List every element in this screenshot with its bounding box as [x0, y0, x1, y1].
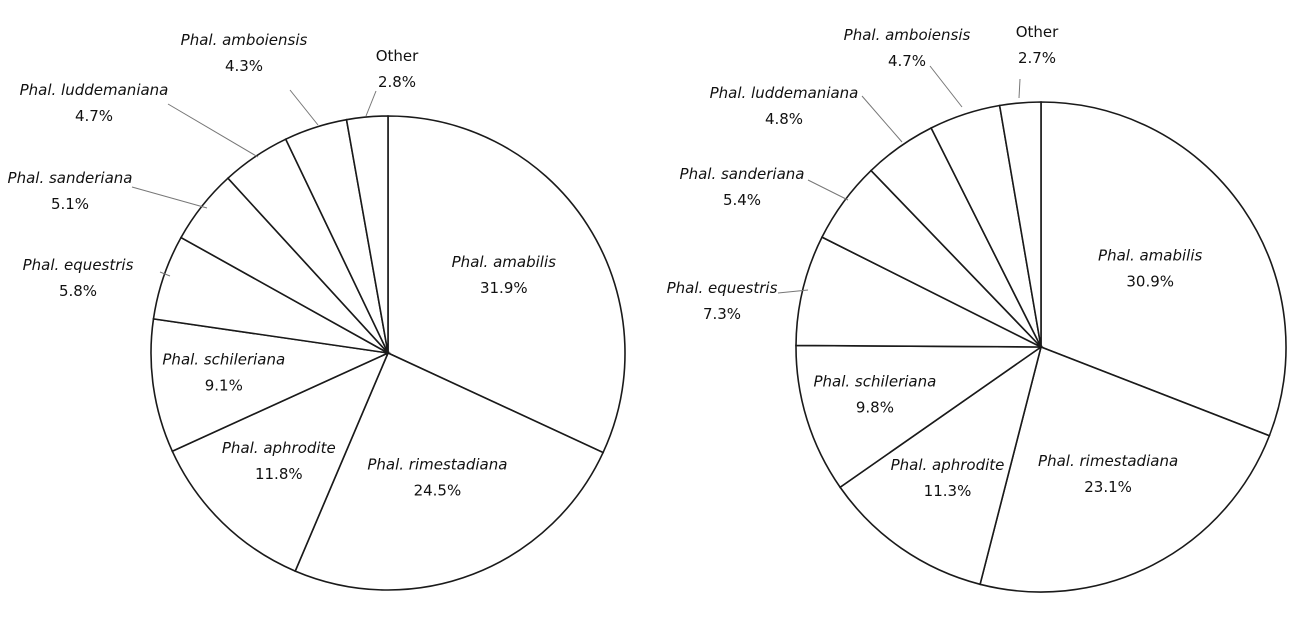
leader-line-phal-sanderiana — [131, 186, 208, 209]
slice-label-phal-sanderiana: Phal. sanderiana — [8, 169, 133, 187]
slice-label-phal-luddemaniana: Phal. luddemaniana — [20, 81, 169, 99]
pie-slice-other — [345, 115, 389, 354]
leader-line-phal-equestris — [159, 271, 171, 277]
pie-slice-phal-aphrodite — [838, 345, 1043, 586]
pie-slice-phal-amabilis — [387, 115, 626, 454]
leader-line-phal-equestris — [777, 289, 809, 294]
slice-value-phal-amboiensis: 4.3% — [225, 57, 263, 75]
leader-line-other — [1018, 78, 1021, 99]
slice-value-phal-equestris: 5.8% — [59, 282, 97, 300]
leader-line-other — [365, 90, 377, 117]
slice-value-phal-sanderiana: 5.4% — [723, 191, 761, 209]
pie-chart-left: Phal. amabilis 31.9% Phal. rimestadiana 24.… — [8, 31, 626, 591]
leader-line-phal-luddemaniana — [861, 95, 903, 143]
slice-value-phal-schileriana: 9.1% — [205, 376, 243, 394]
slice-value-phal-amabilis: 31.9% — [480, 279, 528, 297]
slice-value-other: 2.8% — [378, 73, 416, 91]
slice-value-phal-aphrodite: 11.3% — [924, 482, 972, 500]
leader-line-phal-amboiensis — [929, 65, 963, 108]
slice-label-phal-aphrodite: Phal. aphrodite — [891, 456, 1005, 474]
slice-label-phal-rimestadiana: Phal. rimestadiana — [1038, 452, 1178, 470]
slice-label-phal-rimestadiana: Phal. rimestadiana — [367, 455, 507, 473]
pie-slice-phal-rimestadiana — [294, 351, 605, 591]
slice-value-phal-equestris: 7.3% — [703, 305, 741, 323]
slice-value-phal-sanderiana: 5.1% — [51, 195, 89, 213]
leader-line-phal-luddemaniana — [167, 103, 259, 158]
slice-value-phal-amabilis: 30.9% — [1126, 272, 1174, 290]
slice-label-phal-amabilis: Phal. amabilis — [452, 253, 556, 271]
slice-value-phal-rimestadiana: 24.5% — [414, 481, 462, 499]
slice-label-phal-amboiensis: Phal. amboiensis — [181, 31, 308, 49]
pie-slice-phal-aphrodite — [171, 351, 390, 573]
slice-label-phal-luddemaniana: Phal. luddemaniana — [710, 84, 859, 102]
slice-label-phal-sanderiana: Phal. sanderiana — [680, 165, 805, 183]
pie-slice-phal-schileriana — [150, 317, 391, 453]
pie-chart-right: Phal. amabilis 30.9% Phal. rimestadiana 23.… — [667, 23, 1287, 593]
leader-line-phal-sanderiana — [807, 179, 849, 201]
slice-value-other: 2.7% — [1018, 49, 1056, 67]
slice-value-phal-amboiensis: 4.7% — [888, 52, 926, 70]
slice-value-phal-rimestadiana: 23.1% — [1084, 478, 1132, 496]
pie-slice-phal-amabilis — [1040, 101, 1287, 437]
slice-label-other: Other — [376, 47, 419, 65]
slice-label-phal-equestris: Phal. equestris — [23, 256, 134, 274]
pie-slice-phal-rimestadiana — [979, 345, 1271, 593]
leader-line-phal-amboiensis — [289, 89, 319, 126]
slice-label-phal-equestris: Phal. equestris — [667, 279, 778, 297]
slice-label-phal-aphrodite: Phal. aphrodite — [222, 439, 336, 457]
pie-slice-phal-equestris — [795, 236, 1042, 348]
slice-value-phal-luddemaniana: 4.7% — [75, 107, 113, 125]
slice-label-phal-amboiensis: Phal. amboiensis — [844, 26, 971, 44]
slice-label-phal-amabilis: Phal. amabilis — [1098, 246, 1202, 264]
pie-slice-other — [998, 101, 1042, 348]
slice-value-phal-aphrodite: 11.8% — [255, 465, 303, 483]
slice-label-phal-schileriana: Phal. schileriana — [162, 350, 285, 368]
slice-label-phal-schileriana: Phal. schileriana — [813, 373, 936, 391]
slice-label-other: Other — [1016, 23, 1059, 41]
slice-value-phal-schileriana: 9.8% — [856, 399, 894, 417]
pie-slice-phal-schileriana — [795, 344, 1044, 489]
slice-value-phal-luddemaniana: 4.8% — [765, 110, 803, 128]
